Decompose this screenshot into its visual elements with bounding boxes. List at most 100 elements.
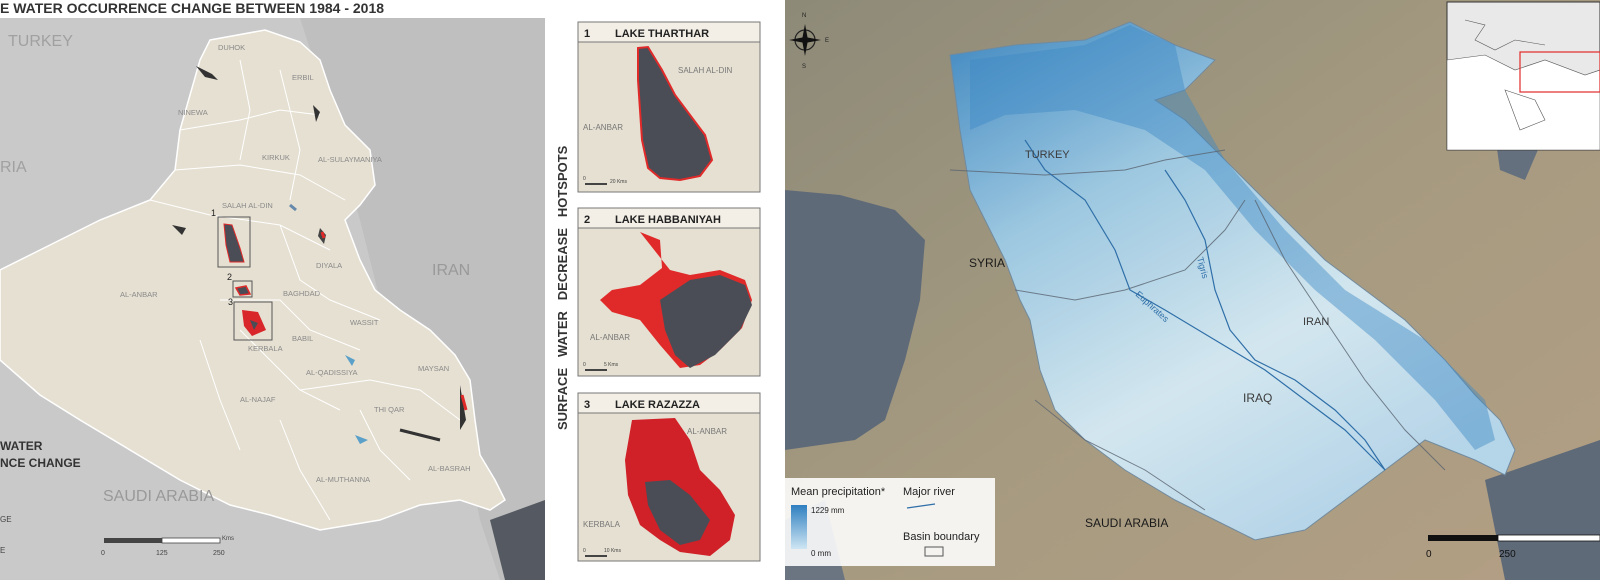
legend-precip-min: 0 mm [811,549,831,558]
inset-1-name: LAKE THARTHAR [615,28,709,40]
precipitation-legend: Mean precipitation* 1229 mm 0 mm Major r… [785,478,995,566]
hotspot-numbers: 1 2 3 [211,208,233,307]
inset-1-scale-1: 20 Kms [610,179,627,185]
mediterranean-sea [785,190,925,450]
iraq-water-change-map: E WATER OCCURRENCE CHANGE BETWEEN 1984 -… [0,0,770,580]
legend-basin-label: Basin boundary [903,531,980,543]
prov-kirkuk: KIRKUK [262,153,290,162]
right-scale-tick-0: 0 [1426,549,1432,560]
basin-precipitation [949,21,1516,541]
hotspot-box-2[interactable] [232,280,253,298]
inset-3-scale-1: 10 Kms [604,548,621,554]
province-boundaries [149,59,461,521]
legend-item-2: E [0,546,5,555]
hotspot-box-3[interactable] [233,301,273,341]
tigris-river [1164,169,1386,471]
inset-1-label-1: AL-ANBAR [583,123,623,132]
hotspot-num-1: 1 [211,208,216,218]
tigris-euphrates-precipitation-map: TURKEY SYRIA IRAN IRAQ SAUDI ARABIA Tigr… [785,0,1600,580]
inset-3-scale-0: 0 [583,548,586,554]
legend-precip-gradient [791,505,807,549]
label-syria-right: SYRIA [969,256,1005,270]
prov-anbar: AL-ANBAR [120,290,158,299]
left-scale-tick-0: 0 [101,550,105,557]
inset-2-scale-0: 0 [583,362,586,368]
legend-title-line1: WATER [0,439,43,453]
inset-1-scale-0: 0 [583,176,586,182]
legend-title-line2: NCE CHANGE [0,456,81,470]
prov-thiqar: THI QAR [374,405,405,414]
inset-lake-habbaniyah[interactable]: 2 LAKE HABBANIYAH AL-ANBAR 0 5 Kms [577,207,761,377]
inset-2-scale-1: 5 Kms [604,362,619,368]
legend-precip-title: Mean precipitation* [791,486,886,498]
persian-gulf [1485,440,1600,580]
compass-e: E [825,38,829,44]
legend-precip-max: 1229 mm [811,506,845,515]
label-turkey-left: TURKEY [8,33,73,50]
euphrates-river [1024,139,1386,471]
hotspot-num-3: 3 [228,297,233,307]
inset-2-num: 2 [584,214,590,226]
compass-rose: N S E W [789,13,829,70]
prov-ninewa: NINEWA [178,108,208,117]
prov-babil: BABIL [292,334,313,343]
inset-1-num: 1 [584,28,590,40]
label-saudi-left: SAUDI ARABIA [103,488,214,505]
compass-s: S [802,64,806,70]
precipitation-high-zone [970,25,1495,450]
label-iran-right: IRAN [1303,316,1329,328]
left-scale-tick-1: 125 [156,550,168,557]
inset-3-label-1: KERBALA [583,520,621,529]
inset-3-num: 3 [584,399,590,411]
iraq-outline [0,29,506,531]
inset-3-label-0: AL-ANBAR [687,427,727,436]
label-syria-left: RIA [0,159,27,176]
prov-maysan: MAYSAN [418,364,449,373]
prov-sulaymaniya: AL-SULAYMANIYA [318,155,382,164]
prov-duhok: DUHOK [218,43,245,52]
left-scale-tick-2: 250 [213,550,225,557]
label-saudi-right: SAUDI ARABIA [1085,516,1168,530]
prov-erbil: ERBIL [292,73,314,82]
right-map-svg: TURKEY SYRIA IRAN IRAQ SAUDI ARABIA Tigr… [785,0,1600,580]
locator-inset [1446,1,1600,151]
prov-kerbala: KERBALA [248,344,283,353]
prov-basrah: AL-BASRAH [428,464,471,473]
country-borders [949,149,1446,511]
prov-wassit: WASSIT [350,318,379,327]
left-map-title: E WATER OCCURRENCE CHANGE BETWEEN 1984 -… [0,0,384,16]
prov-qadissiya: AL-QADISSIYA [306,368,358,377]
right-scale-tick-1: 250 [1499,549,1516,560]
right-scale-bar: 0 250 [1426,534,1600,560]
inset-lake-tharthar[interactable]: 1 LAKE THARTHAR SALAH AL-DIN AL-ANBAR 0 … [577,21,761,193]
prov-muthanna: AL-MUTHANNA [316,475,370,484]
hotspot-box-1[interactable] [217,216,251,268]
inset-2-name: LAKE HABBANIYAH [615,214,721,226]
gulf-water [490,500,545,580]
label-iran-left: IRAN [432,262,470,279]
prov-baghdad: BAGHDAD [283,289,321,298]
hotspots-band [545,18,575,580]
left-scale-bar: Kms 0 125 250 [101,536,234,557]
inset-2-label-0: AL-ANBAR [590,333,630,342]
compass-n: N [802,13,806,19]
label-iraq-right: IRAQ [1243,391,1272,405]
major-rivers [1024,139,1386,471]
left-map-svg: E WATER OCCURRENCE CHANGE BETWEEN 1984 -… [0,0,761,580]
legend-river-swatch [906,503,936,509]
legend-river-label: Major river [903,486,955,498]
water-spots [172,66,468,444]
prov-salah: SALAH AL-DIN [222,201,273,210]
inset-1-label-0: SALAH AL-DIN [678,66,732,75]
inset-3-name: LAKE RAZAZZA [615,399,700,411]
province-labels: DUHOK ERBIL NINEWA KIRKUK AL-SULAYMANIYA… [120,43,471,484]
prov-diyala: DIYALA [316,261,342,270]
legend-item-1: GE [0,515,12,524]
hotspot-num-2: 2 [227,272,232,282]
legend-basin-swatch [924,546,944,557]
inset-lake-razazza[interactable]: 3 LAKE RAZAZZA AL-ANBAR KERBALA 0 10 Kms [577,392,761,562]
prov-najaf: AL-NAJAF [240,395,276,404]
label-turkey-right: TURKEY [1025,149,1070,161]
hotspots-side-title: SURFACE WATER DECREASE HOTSPOTS [555,145,570,430]
left-scale-unit: Kms [222,536,234,542]
